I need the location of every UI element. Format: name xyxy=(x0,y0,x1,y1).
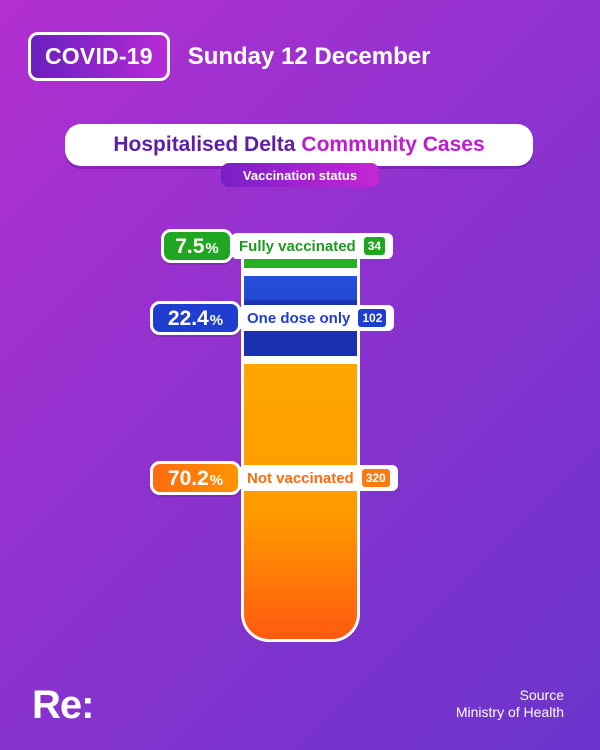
percent-label-one-dose-only: 22.4% xyxy=(150,301,241,335)
category-label-one-dose-only: One dose only 102 xyxy=(239,305,395,331)
bar-segment-fully-vaccinated xyxy=(244,259,357,268)
chart-title-part2: Community Cases xyxy=(301,133,485,156)
date-label: Sunday 12 December xyxy=(187,42,431,70)
percent-sign: % xyxy=(209,472,224,489)
percent-value: 7.5 xyxy=(175,235,205,258)
source-name: Ministry of Health xyxy=(455,704,564,720)
percent-label-not-vaccinated: 70.2% xyxy=(150,461,241,495)
bar-segment-not-vaccinated xyxy=(244,364,357,639)
percent-sign: % xyxy=(205,240,219,257)
percent-value: 70.2 xyxy=(167,467,209,490)
category-label-fully-vaccinated: Fully vaccinated 34 xyxy=(231,233,394,259)
category-text: Not vaccinated xyxy=(247,469,354,487)
chart-subtitle: Vaccination status xyxy=(221,163,379,187)
header-bar: COVID-19 Sunday 12 December xyxy=(28,32,430,81)
source-credit: Source Ministry of Health xyxy=(456,687,564,721)
percent-sign: % xyxy=(209,312,224,329)
chart-title-part1: Hospitalised Delta xyxy=(113,133,296,156)
count-badge-not-vaccinated: 320 xyxy=(359,467,392,489)
percent-value: 22.4 xyxy=(167,307,209,330)
count-badge-fully-vaccinated: 34 xyxy=(361,235,388,257)
brand-logo: Re: xyxy=(32,683,94,727)
label-row-one-dose-only: 22.4% One dose only 102 xyxy=(150,301,395,335)
category-label-not-vaccinated: Not vaccinated 320 xyxy=(239,465,398,491)
category-text: One dose only xyxy=(247,309,351,327)
covid-badge: COVID-19 xyxy=(28,32,170,81)
chart-title: Hospitalised Delta Community Cases xyxy=(65,124,533,166)
percent-label-fully-vaccinated: 7.5% xyxy=(161,229,233,263)
label-row-fully-vaccinated: 7.5% Fully vaccinated 34 xyxy=(161,229,394,263)
count-badge-one-dose-only: 102 xyxy=(356,307,389,329)
label-row-not-vaccinated: 70.2% Not vaccinated 320 xyxy=(150,461,398,495)
category-text: Fully vaccinated xyxy=(239,237,356,255)
source-label: Source xyxy=(519,687,564,703)
